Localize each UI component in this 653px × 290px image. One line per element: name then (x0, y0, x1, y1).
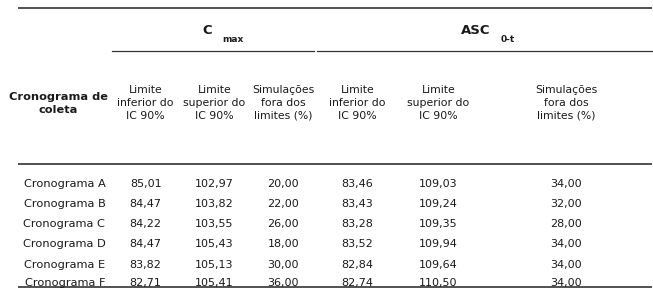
Text: 82,84: 82,84 (342, 260, 374, 270)
Text: C: C (202, 24, 212, 37)
Text: 109,35: 109,35 (419, 219, 458, 229)
Text: Limite
inferior do
IC 90%: Limite inferior do IC 90% (118, 85, 174, 121)
Text: 20,00: 20,00 (268, 179, 299, 189)
Text: 110,50: 110,50 (419, 278, 458, 288)
Text: 26,00: 26,00 (268, 219, 299, 229)
Text: ASC: ASC (460, 24, 490, 37)
Text: 18,00: 18,00 (268, 240, 299, 249)
Text: 83,43: 83,43 (342, 199, 373, 209)
Text: Cronograma E: Cronograma E (24, 260, 105, 270)
Text: 34,00: 34,00 (550, 179, 582, 189)
Text: 84,47: 84,47 (130, 199, 162, 209)
Text: 82,71: 82,71 (130, 278, 161, 288)
Text: max: max (222, 35, 244, 44)
Text: 83,52: 83,52 (342, 240, 373, 249)
Text: 28,00: 28,00 (550, 219, 582, 229)
Text: 103,82: 103,82 (195, 199, 234, 209)
Text: 83,46: 83,46 (342, 179, 373, 189)
Text: 0-t: 0-t (501, 35, 515, 44)
Text: 34,00: 34,00 (550, 278, 582, 288)
Text: Limite
inferior do
IC 90%: Limite inferior do IC 90% (329, 85, 385, 121)
Text: Limite
superior do
IC 90%: Limite superior do IC 90% (183, 85, 246, 121)
Text: 83,28: 83,28 (342, 219, 374, 229)
Text: 84,47: 84,47 (130, 240, 162, 249)
Text: 84,22: 84,22 (130, 219, 162, 229)
Text: Simulações
fora dos
limites (%): Simulações fora dos limites (%) (535, 85, 597, 121)
Text: 34,00: 34,00 (550, 260, 582, 270)
Text: 109,94: 109,94 (419, 240, 458, 249)
Text: Cronograma F: Cronograma F (25, 278, 105, 288)
Text: 105,43: 105,43 (195, 240, 234, 249)
Text: 32,00: 32,00 (550, 199, 582, 209)
Text: 85,01: 85,01 (130, 179, 161, 189)
Text: 34,00: 34,00 (550, 240, 582, 249)
Text: 109,64: 109,64 (419, 260, 458, 270)
Text: 105,13: 105,13 (195, 260, 234, 270)
Text: 82,74: 82,74 (342, 278, 374, 288)
Text: 102,97: 102,97 (195, 179, 234, 189)
Text: Cronograma B: Cronograma B (24, 199, 105, 209)
Text: Cronograma C: Cronograma C (24, 219, 105, 229)
Text: Cronograma A: Cronograma A (24, 179, 105, 189)
Text: 83,82: 83,82 (130, 260, 161, 270)
Text: 30,00: 30,00 (268, 260, 299, 270)
Text: 105,41: 105,41 (195, 278, 234, 288)
Text: Cronograma D: Cronograma D (23, 240, 105, 249)
Text: 22,00: 22,00 (268, 199, 299, 209)
Text: Cronograma de
coleta: Cronograma de coleta (9, 92, 108, 115)
Text: 36,00: 36,00 (268, 278, 299, 288)
Text: 109,24: 109,24 (419, 199, 458, 209)
Text: 103,55: 103,55 (195, 219, 234, 229)
Text: 109,03: 109,03 (419, 179, 458, 189)
Text: Limite
superior do
IC 90%: Limite superior do IC 90% (407, 85, 470, 121)
Text: Simulações
fora dos
limites (%): Simulações fora dos limites (%) (252, 85, 315, 121)
